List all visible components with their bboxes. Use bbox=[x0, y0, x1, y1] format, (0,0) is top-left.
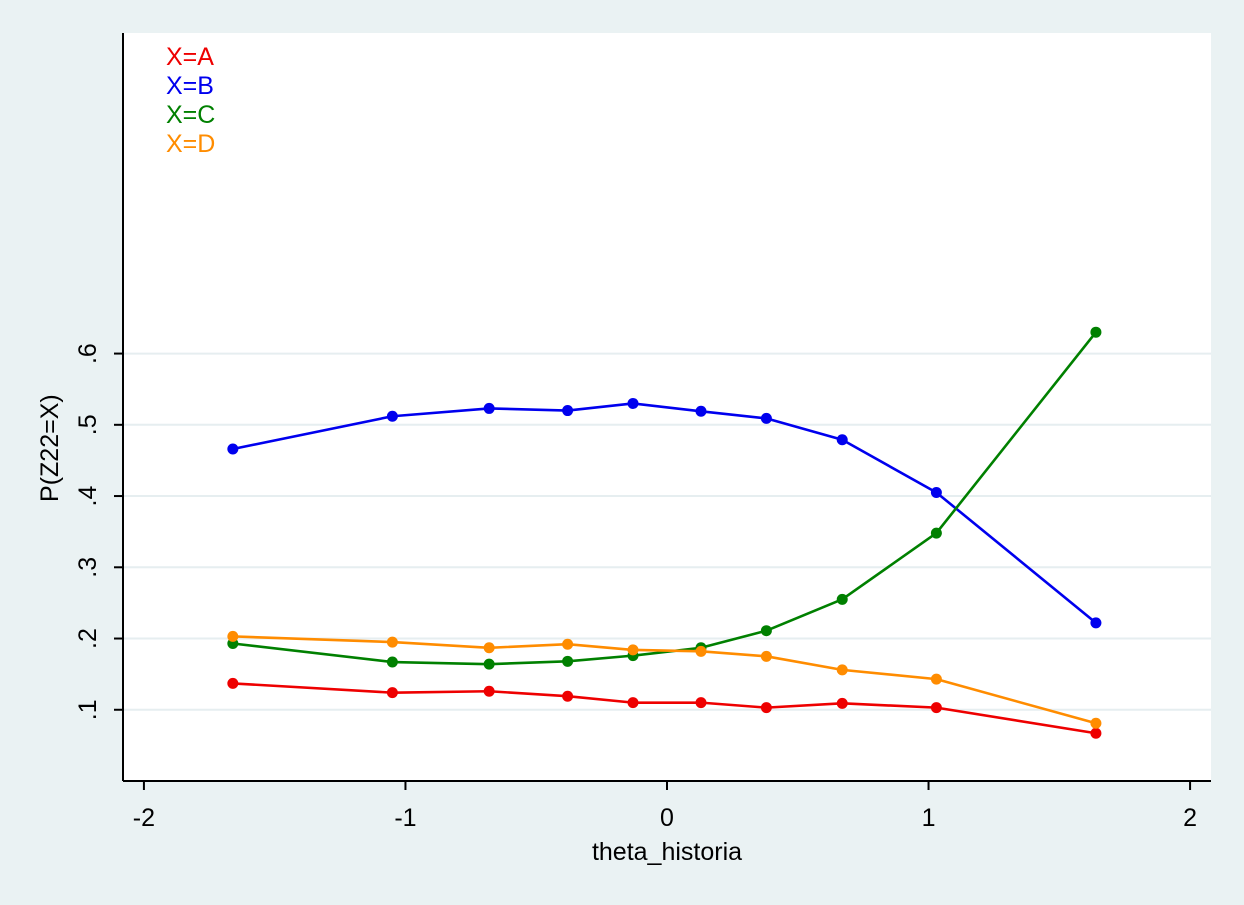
data-point bbox=[386, 636, 398, 648]
data-point bbox=[836, 697, 848, 709]
legend-entry-1: X=B bbox=[166, 72, 214, 100]
data-point bbox=[483, 658, 495, 670]
y-tick-label: .2 bbox=[74, 628, 102, 649]
data-point bbox=[627, 397, 639, 409]
data-point bbox=[227, 443, 239, 455]
data-point bbox=[695, 405, 707, 417]
data-point bbox=[1090, 727, 1102, 739]
data-point bbox=[562, 690, 574, 702]
x-tick-label: 1 bbox=[922, 804, 936, 832]
y-tick-label: .6 bbox=[74, 343, 102, 364]
data-point bbox=[836, 664, 848, 676]
data-point bbox=[930, 486, 942, 498]
y-tick-label: .1 bbox=[74, 699, 102, 720]
x-tick-label: 2 bbox=[1183, 804, 1197, 832]
legend-entry-2: X=C bbox=[166, 101, 215, 129]
data-point bbox=[760, 625, 772, 637]
series-1 bbox=[227, 397, 1102, 629]
data-point bbox=[627, 697, 639, 709]
series-line bbox=[232, 635, 1097, 725]
data-point bbox=[562, 655, 574, 667]
y-tick-label: .5 bbox=[74, 414, 102, 435]
series-layer bbox=[227, 326, 1102, 739]
data-point bbox=[386, 687, 398, 699]
data-point bbox=[1090, 617, 1102, 629]
x-ticks: -2 -1 0 1 2 bbox=[133, 781, 1197, 832]
data-point bbox=[760, 650, 772, 662]
y-axis-title: P(Z22=X) bbox=[36, 394, 64, 502]
series-line bbox=[232, 402, 1097, 624]
data-point bbox=[760, 412, 772, 424]
x-axis-title: theta_historia bbox=[592, 838, 742, 866]
x-tick-label: -1 bbox=[394, 804, 416, 832]
data-point bbox=[930, 673, 942, 685]
series-0 bbox=[227, 677, 1102, 739]
legend-entry-0: X=A bbox=[166, 43, 214, 71]
data-point bbox=[695, 645, 707, 657]
data-point bbox=[627, 644, 639, 656]
series-line bbox=[232, 682, 1097, 735]
data-point bbox=[930, 527, 942, 539]
data-point bbox=[386, 656, 398, 668]
data-point bbox=[562, 638, 574, 650]
y-tick-label: .3 bbox=[74, 557, 102, 578]
y-tick-label: .4 bbox=[74, 486, 102, 507]
data-point bbox=[562, 405, 574, 417]
data-point bbox=[760, 702, 772, 714]
data-point bbox=[930, 702, 942, 714]
data-point bbox=[227, 677, 239, 689]
legend: X=AX=BX=CX=D bbox=[166, 43, 215, 158]
data-point bbox=[695, 697, 707, 709]
x-tick-label: 0 bbox=[660, 804, 674, 832]
data-point bbox=[227, 630, 239, 642]
data-point bbox=[483, 402, 495, 414]
y-ticks: .1 .2 .3 .4 .5 .6 bbox=[74, 343, 123, 720]
data-point bbox=[483, 685, 495, 697]
data-point bbox=[836, 593, 848, 605]
data-point bbox=[483, 642, 495, 654]
data-point bbox=[836, 434, 848, 446]
data-point bbox=[1090, 717, 1102, 729]
series-3 bbox=[227, 630, 1102, 729]
legend-entry-3: X=D bbox=[166, 130, 215, 158]
data-point bbox=[1090, 326, 1102, 338]
data-point bbox=[386, 410, 398, 422]
x-tick-label: -2 bbox=[133, 804, 155, 832]
